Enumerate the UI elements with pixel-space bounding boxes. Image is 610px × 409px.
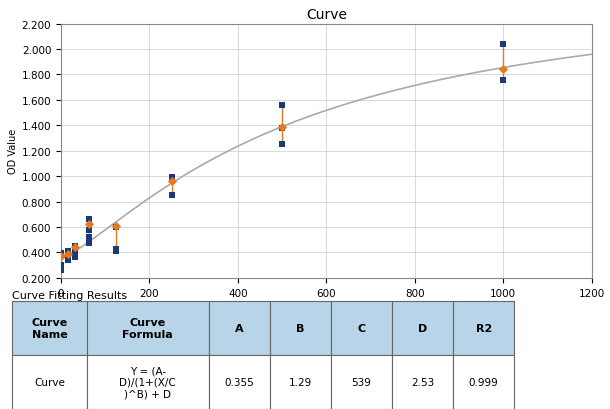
Point [63,248,73,255]
Point [498,67,508,74]
Point [56,262,66,269]
Point [167,193,176,199]
X-axis label: <Plate Layout Settings>: <Plate Layout Settings> [257,302,395,312]
Point [63,252,73,258]
Point [84,216,93,223]
Point [112,223,121,229]
Point [84,222,93,228]
Point [167,175,176,181]
Point [498,77,508,83]
Point [167,178,176,185]
Point [112,248,121,255]
Point [70,249,80,256]
Text: Curve Fitting Results: Curve Fitting Results [12,290,127,300]
Point [277,125,287,132]
Point [56,267,66,274]
Title: Curve: Curve [306,8,347,22]
Point [56,253,66,260]
Point [56,250,66,257]
Point [70,245,80,251]
Point [498,42,508,48]
Point [84,234,93,241]
Point [70,254,80,261]
Point [277,102,287,109]
Point [84,227,93,233]
Point [277,124,287,130]
Text: OD Value: OD Value [9,129,18,174]
Point [56,253,66,260]
Point [63,257,73,264]
Point [112,246,121,252]
Point [112,224,121,231]
Point [277,142,287,148]
Point [63,251,73,257]
Point [70,243,80,249]
Point [84,240,93,247]
